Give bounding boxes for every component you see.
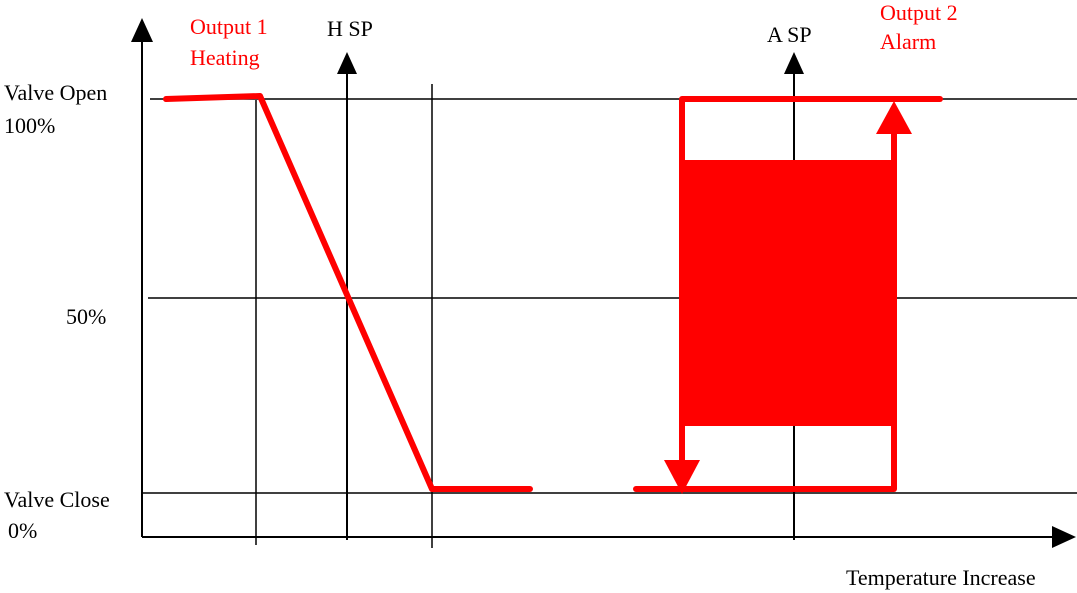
label-pct-0: 0%	[8, 518, 38, 543]
alarm-hysteresis-band	[682, 160, 894, 426]
h-sp-arrowhead	[337, 52, 357, 74]
label-output2-alarm: Alarm	[880, 29, 937, 54]
label-x-axis: Temperature Increase	[846, 565, 1036, 590]
label-output2-title: Output 2	[880, 0, 958, 25]
label-pct-100: 100%	[4, 113, 56, 138]
label-pct-50: 50%	[66, 304, 107, 329]
alarm-up-arrowhead	[876, 101, 912, 134]
label-valve-close: Valve Close	[4, 487, 110, 512]
label-a-sp: A SP	[767, 22, 812, 47]
y-axis-arrowhead	[131, 18, 153, 42]
x-axis-arrowhead	[1052, 526, 1076, 548]
label-output1-title: Output 1	[190, 14, 268, 39]
alarm-down-arrowhead	[664, 460, 700, 494]
label-h-sp: H SP	[327, 16, 373, 41]
label-valve-open: Valve Open	[4, 80, 108, 105]
output1-heating-curve	[163, 93, 533, 492]
a-sp-arrowhead	[784, 52, 804, 74]
label-output1-heating: Heating	[190, 45, 260, 70]
